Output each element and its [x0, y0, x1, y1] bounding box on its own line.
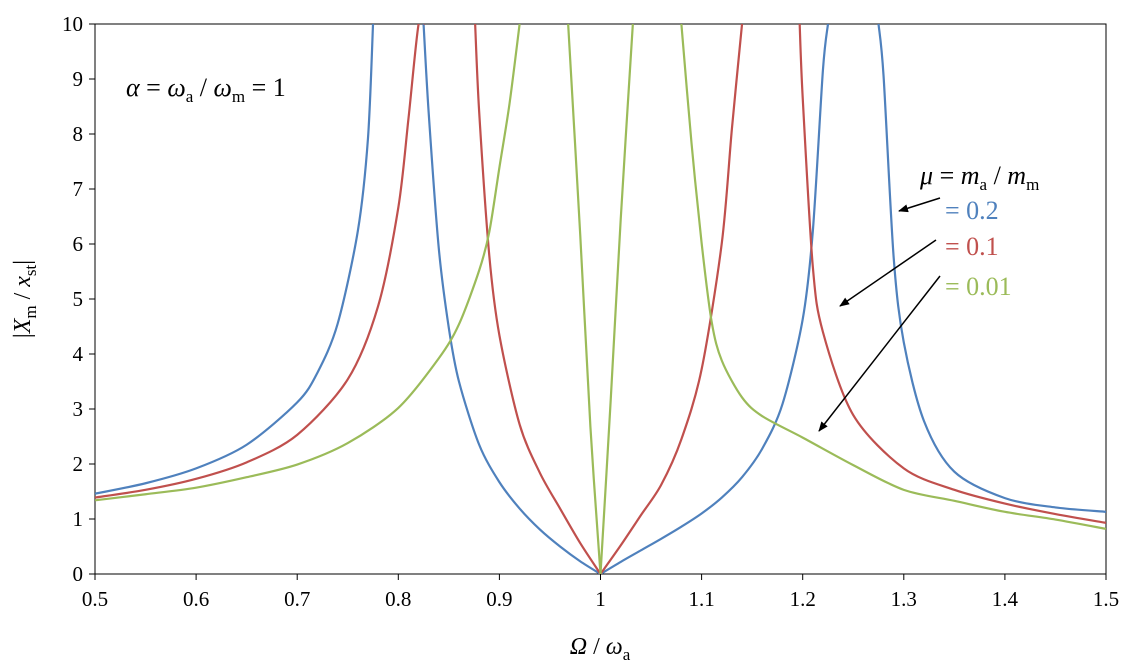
arrow-0.01: [818, 275, 941, 432]
x-tick-label: 0.6: [183, 587, 209, 611]
x-axis: 0.5 0.6 0.7 0.8 0.9 1 1.1 1.2 1.3 1.4 1.5: [82, 574, 1119, 611]
series-line-0.1: [599, 24, 744, 574]
y-tick-label: 10: [62, 12, 83, 36]
x-axis-title: Ω / ωa: [570, 634, 631, 664]
series-line-0.01: [680, 24, 1106, 530]
x-tick-label: 1.5: [1093, 587, 1119, 611]
x-tick-label: 1.2: [790, 587, 816, 611]
x-tick-label: 0.8: [385, 587, 411, 611]
arrow-0.1: [839, 239, 937, 307]
series-line-0.01: [599, 24, 634, 574]
x-tick-label: 0.9: [486, 587, 512, 611]
y-tick-label: 1: [73, 507, 84, 531]
y-tick-label: 7: [73, 177, 84, 201]
series-line-0.1: [474, 24, 602, 574]
x-tick-label: 1.4: [992, 587, 1019, 611]
legend-label-0.01: = 0.01: [945, 272, 1012, 301]
mu-legend-header: μ = ma / mm: [919, 161, 1039, 194]
x-tick-label: 1: [595, 587, 606, 611]
series-line-0.2: [877, 24, 1106, 513]
series-line-0.1: [798, 24, 1106, 524]
y-tick-label: 6: [73, 232, 84, 256]
legend-label-0.2: = 0.2: [945, 196, 999, 225]
y-tick-label: 0: [73, 562, 84, 586]
x-tick-label: 0.5: [82, 587, 108, 611]
series-line-0.01: [567, 24, 602, 574]
series-line-0.2: [95, 24, 375, 495]
arrow-0.2: [898, 197, 941, 213]
series-line-0.2: [422, 24, 602, 574]
legend-label-0.1: = 0.1: [945, 232, 999, 261]
x-tick-label: 1.1: [688, 587, 714, 611]
y-axis: 0 1 2 3 4 5 6 7 8 9 10: [62, 12, 95, 586]
y-tick-label: 8: [73, 122, 84, 146]
y-tick-label: 2: [73, 452, 84, 476]
y-tick-label: 5: [73, 287, 84, 311]
y-tick-label: 3: [73, 397, 84, 421]
series-group: [95, 24, 1106, 574]
series-line-0.2: [599, 24, 830, 574]
series-line-0.1: [95, 24, 426, 499]
series-line-0.01: [95, 24, 521, 502]
y-tick-label: 9: [73, 67, 84, 91]
y-tick-label: 4: [73, 342, 84, 366]
alpha-annotation: α = ωa / ωm = 1: [126, 73, 286, 106]
y-axis-title: |Xm / xst|: [10, 260, 40, 338]
x-tick-label: 0.7: [284, 587, 310, 611]
x-tick-label: 1.3: [891, 587, 917, 611]
